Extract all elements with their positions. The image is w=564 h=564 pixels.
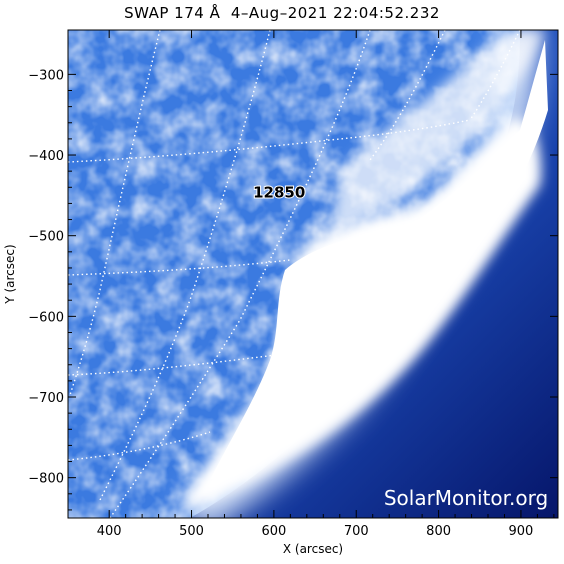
y-tick-label: −300 — [28, 68, 64, 83]
grid-longitude-line — [369, 30, 446, 161]
solar-image — [68, 30, 558, 518]
active-region-core — [210, 40, 548, 480]
image-title: SWAP 174 Å 4–Aug–2021 22:04:52.232 — [124, 4, 440, 22]
y-tick-label: −600 — [28, 310, 64, 325]
plot-frame — [67, 29, 559, 519]
x-tick-label: 800 — [426, 524, 451, 539]
x-tick-label: 700 — [344, 524, 369, 539]
x-axis-ticks: 400 500 600 700 800 900 — [97, 30, 555, 539]
heliographic-grid — [68, 30, 521, 518]
y-tick-label: −700 — [28, 391, 64, 406]
grid-longitude-line — [469, 30, 521, 121]
y-tick-label: −400 — [28, 149, 64, 164]
y-tick-label: −500 — [28, 230, 64, 245]
x-tick-label: 400 — [97, 524, 122, 539]
x-tick-label: 600 — [261, 524, 286, 539]
y-axis-ticks: −300 −400 −500 −600 −700 −800 — [28, 68, 558, 511]
coronal-loops — [330, 30, 545, 235]
grid-longitude-line — [99, 30, 271, 501]
grid-longitude-line — [69, 30, 161, 396]
active-region-label: 12850 — [253, 183, 305, 201]
y-tick-label: −800 — [28, 472, 64, 487]
x-tick-label: 500 — [179, 524, 204, 539]
x-tick-label: 900 — [509, 524, 534, 539]
grid-latitude-line — [68, 119, 471, 163]
y-axis-label: Y (arcsec) — [3, 244, 17, 304]
watermark: SolarMonitor.org — [384, 486, 548, 510]
x-axis-label: X (arcsec) — [283, 542, 343, 556]
grid-latitude-line — [68, 351, 301, 376]
